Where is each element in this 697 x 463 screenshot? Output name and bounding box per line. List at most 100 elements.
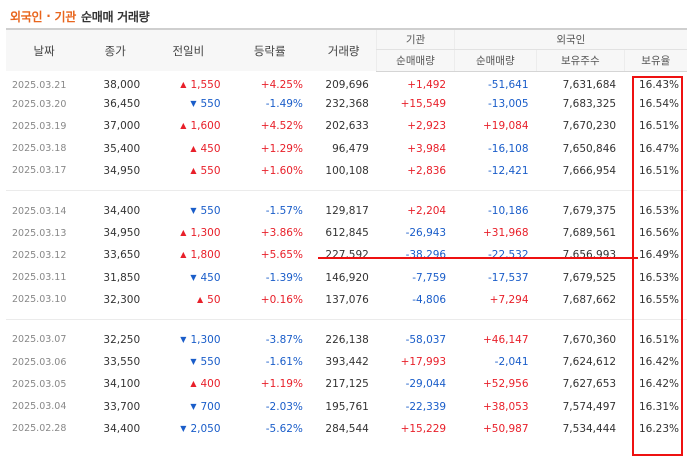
group-spacer xyxy=(6,320,687,329)
cell-date: 2025.02.28 xyxy=(12,423,67,435)
triangle-down-icon: ▼ xyxy=(190,206,197,216)
spacer-cell xyxy=(6,191,687,200)
cell-date: 2025.03.10 xyxy=(12,294,67,306)
cell-rate: +3.86% xyxy=(260,227,303,240)
cell-close: 33,700 xyxy=(103,400,141,413)
change-value: 400 xyxy=(200,378,221,391)
cell-rate: -1.39% xyxy=(265,271,303,284)
cell-date: 2025.03.07 xyxy=(12,334,67,346)
change-value: 550 xyxy=(200,164,221,177)
header-foreign: 외국인 xyxy=(453,28,687,50)
cell-volume: 284,544 xyxy=(325,422,369,435)
table-row: 2025.02.28 34,400 ▼ 2,050 -5.62% 284,544 +15,2… xyxy=(6,418,687,440)
cell-ratio: 16.53% xyxy=(638,271,679,284)
cell-foreign-net: -13,005 xyxy=(487,98,529,111)
cell-date: 2025.03.04 xyxy=(12,401,67,413)
cell-inst-net: -29,044 xyxy=(405,378,447,391)
cell-foreign-net: -22,532 xyxy=(487,249,529,262)
triangle-down-icon: ▼ xyxy=(190,401,197,411)
cell-change: ▲ 1,550 xyxy=(148,71,228,93)
change-value: 700 xyxy=(200,400,221,413)
cell-close: 31,850 xyxy=(103,271,141,284)
cell-holdings: 7,679,525 xyxy=(562,271,617,284)
triangle-up-icon: ▲ xyxy=(190,143,197,153)
cell-holdings: 7,656,993 xyxy=(562,249,617,262)
cell-volume: 227,592 xyxy=(325,249,369,262)
triangle-down-icon: ▼ xyxy=(190,99,197,109)
cell-volume: 129,817 xyxy=(325,205,369,218)
cell-date: 2025.03.20 xyxy=(12,98,67,110)
header-inst-net: 순매매량 xyxy=(376,49,455,72)
cell-rate: +0.16% xyxy=(260,293,303,306)
cell-close: 34,950 xyxy=(103,227,141,240)
cell-change: ▲ 1,800 xyxy=(148,244,228,266)
triangle-up-icon: ▲ xyxy=(190,165,197,175)
cell-inst-net: +3,984 xyxy=(407,142,447,155)
cell-foreign-net: +7,294 xyxy=(489,293,529,306)
cell-close: 34,950 xyxy=(103,164,141,177)
cell-rate: +4.52% xyxy=(260,120,303,133)
cell-foreign-net: -17,537 xyxy=(487,271,529,284)
cell-foreign-net: -10,186 xyxy=(487,205,529,218)
cell-inst-net: -58,037 xyxy=(405,333,447,346)
cell-holdings: 7,670,360 xyxy=(562,333,617,346)
cell-holdings: 7,670,230 xyxy=(562,120,617,133)
cell-volume: 612,845 xyxy=(325,227,369,240)
cell-volume: 202,633 xyxy=(325,120,369,133)
table-row: 2025.03.19 37,000 ▲ 1,600 +4.52% 202,633 +2,92… xyxy=(6,115,687,137)
cell-rate: +4.25% xyxy=(260,79,303,92)
table-row: 2025.03.04 33,700 ▼ 700 -2.03% 195,761 -22,339… xyxy=(6,395,687,417)
cell-ratio: 16.56% xyxy=(638,227,679,240)
cell-change: ▲ 50 xyxy=(148,289,228,311)
cell-ratio: 16.47% xyxy=(638,142,679,155)
cell-date: 2025.03.06 xyxy=(12,356,67,368)
cell-ratio: 16.53% xyxy=(638,205,679,218)
cell-close: 33,550 xyxy=(103,356,141,369)
cell-close: 34,100 xyxy=(103,378,141,391)
cell-rate: -1.61% xyxy=(265,356,303,369)
cell-ratio: 16.23% xyxy=(638,422,679,435)
cell-ratio: 16.51% xyxy=(638,164,679,177)
change-value: 450 xyxy=(200,142,221,155)
cell-foreign-net: +46,147 xyxy=(482,333,529,346)
cell-date: 2025.03.11 xyxy=(12,272,67,284)
cell-change: ▼ 700 xyxy=(148,395,228,417)
cell-holdings: 7,574,497 xyxy=(562,400,617,413)
cell-holdings: 7,689,561 xyxy=(562,227,617,240)
cell-volume: 217,125 xyxy=(325,378,369,391)
table-row: 2025.03.17 34,950 ▲ 550 +1.60% 100,108 +2,836 -… xyxy=(6,160,687,182)
cell-ratio: 16.51% xyxy=(638,120,679,133)
header-date: 날짜 xyxy=(6,28,83,71)
cell-rate: -2.03% xyxy=(265,400,303,413)
title-institution: 기관 xyxy=(54,9,77,24)
cell-rate: -1.49% xyxy=(265,98,303,111)
cell-change: ▲ 1,600 xyxy=(148,115,228,137)
table-row: 2025.03.05 34,100 ▲ 400 +1.19% 217,125 -29,044… xyxy=(6,373,687,395)
cell-close: 35,400 xyxy=(103,142,141,155)
cell-ratio: 16.31% xyxy=(638,400,679,413)
cell-close: 34,400 xyxy=(103,422,141,435)
triangle-down-icon: ▼ xyxy=(190,272,197,282)
cell-ratio: 16.42% xyxy=(638,378,679,391)
cell-date: 2025.03.05 xyxy=(12,378,67,390)
triangle-up-icon: ▲ xyxy=(196,294,204,304)
cell-holdings: 7,650,846 xyxy=(562,142,617,155)
cell-close: 38,000 xyxy=(103,79,141,92)
cell-change: ▼ 550 xyxy=(148,93,228,115)
cell-holdings: 7,534,444 xyxy=(562,422,617,435)
triangle-up-icon: ▲ xyxy=(180,250,187,260)
cell-foreign-net: +31,968 xyxy=(482,227,529,240)
cell-holdings: 7,666,954 xyxy=(562,164,617,177)
header-foreign-net: 순매매량 xyxy=(453,49,537,72)
cell-rate: +1.19% xyxy=(260,378,303,391)
cell-inst-net: +1,492 xyxy=(407,79,447,92)
cell-holdings: 7,631,684 xyxy=(562,79,617,92)
cell-date: 2025.03.17 xyxy=(12,165,67,177)
spacer-cell xyxy=(6,310,687,321)
change-value: 1,550 xyxy=(190,79,221,92)
cell-ratio: 16.43% xyxy=(638,79,679,92)
cell-volume: 137,076 xyxy=(325,293,369,306)
cell-inst-net: +2,204 xyxy=(407,205,447,218)
cell-change: ▲ 1,300 xyxy=(148,222,228,244)
cell-change: ▼ 2,050 xyxy=(148,418,228,440)
